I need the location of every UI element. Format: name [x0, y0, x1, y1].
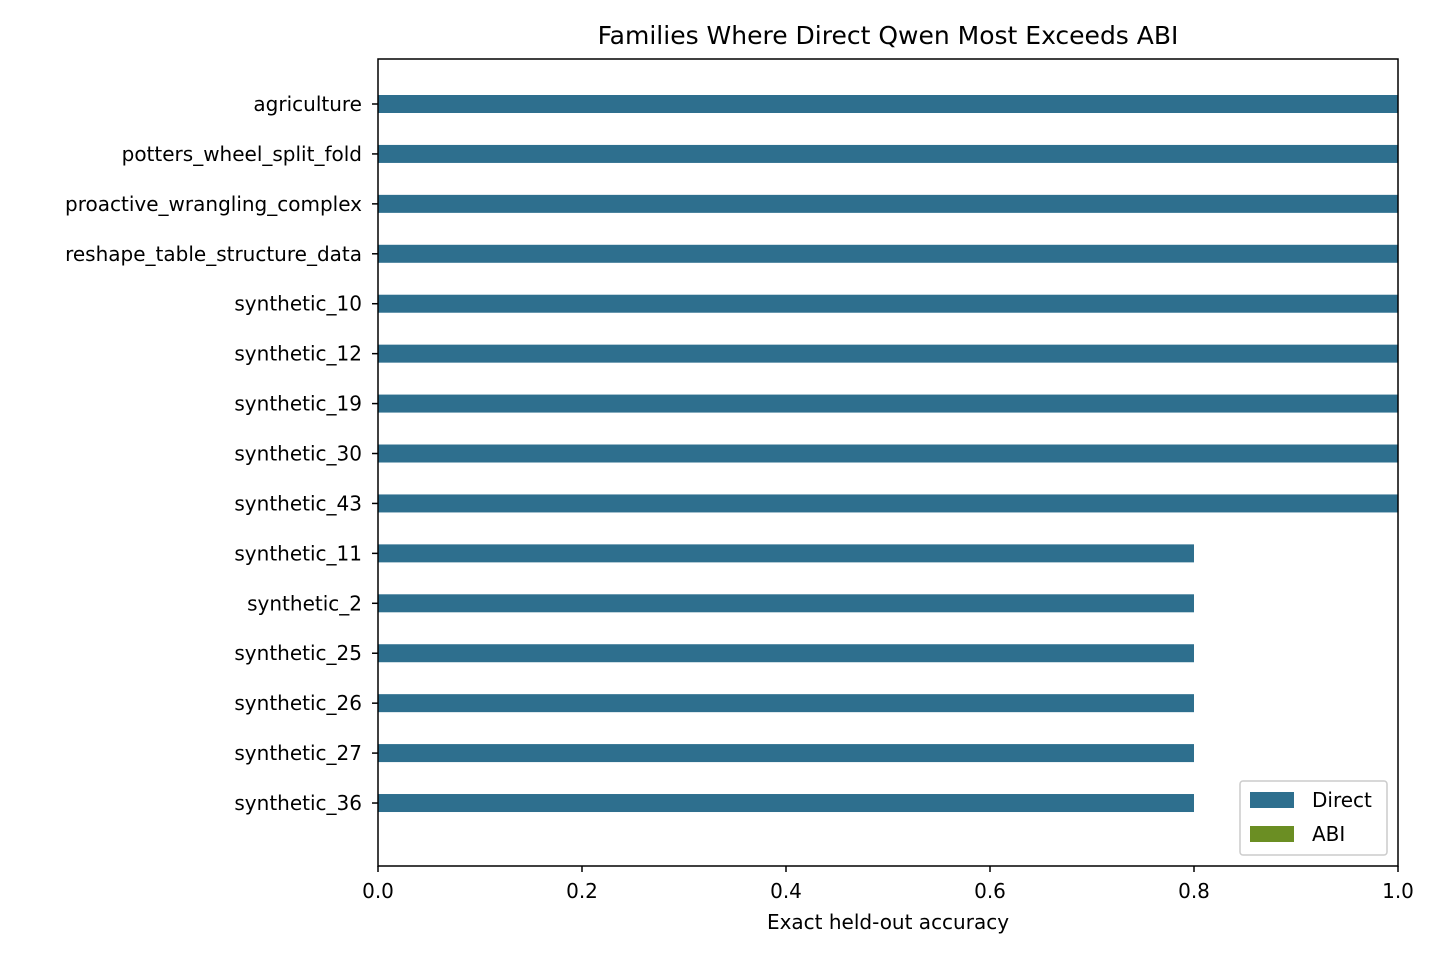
- bar-direct-synthetic_25: [378, 644, 1194, 663]
- legend-swatch-abi: [1250, 826, 1294, 842]
- legend-swatch-direct: [1250, 792, 1294, 808]
- y-tick-label: synthetic_27: [234, 741, 362, 765]
- bar-direct-synthetic_11: [378, 544, 1194, 563]
- y-tick-label: synthetic_12: [234, 342, 362, 366]
- bar-direct-synthetic_12: [378, 344, 1398, 363]
- chart-title: Families Where Direct Qwen Most Exceeds …: [598, 21, 1179, 50]
- bar-direct-reshape_table_structure_data: [378, 244, 1398, 263]
- y-tick-label: agriculture: [253, 92, 362, 116]
- x-tick-label: 0.4: [770, 879, 802, 903]
- bar-direct-synthetic_43: [378, 494, 1398, 513]
- y-tick-label: synthetic_30: [234, 442, 362, 466]
- legend: Direct ABI: [1239, 780, 1388, 856]
- legend-label-direct: Direct: [1312, 788, 1372, 812]
- bar-direct-synthetic_30: [378, 444, 1398, 463]
- y-tick-label: synthetic_10: [234, 292, 362, 316]
- x-axis: 0.0 0.2 0.4 0.6 0.8 1.0: [362, 866, 1414, 903]
- y-tick-label: synthetic_43: [234, 491, 362, 515]
- y-tick-label: synthetic_25: [234, 641, 362, 665]
- bar-direct-potters_wheel_split_fold: [378, 144, 1398, 163]
- x-tick-label: 0.2: [566, 879, 598, 903]
- y-tick-label: synthetic_2: [247, 591, 362, 615]
- x-axis-label: Exact held-out accuracy: [767, 910, 1009, 934]
- y-tick-label: synthetic_19: [234, 392, 362, 416]
- y-tick-label: synthetic_26: [234, 691, 362, 715]
- y-tick-label: synthetic_36: [234, 791, 362, 815]
- x-tick-label: 0.0: [362, 879, 394, 903]
- bar-direct-proactive_wrangling_complex: [378, 194, 1398, 213]
- y-tick-label: proactive_wrangling_complex: [65, 192, 362, 216]
- bar-direct-synthetic_36: [378, 794, 1194, 813]
- bar-direct-agriculture: [378, 95, 1398, 113]
- x-tick-label: 1.0: [1382, 879, 1414, 903]
- x-tick-label: 0.6: [974, 879, 1006, 903]
- bar-direct-synthetic_2: [378, 594, 1194, 613]
- x-tick-label: 0.8: [1178, 879, 1210, 903]
- legend-label-abi: ABI: [1312, 822, 1345, 846]
- y-axis: agriculture potters_wheel_split_foldproac…: [65, 92, 378, 815]
- bars-group: [378, 95, 1398, 813]
- bar-direct-synthetic_27: [378, 744, 1194, 763]
- y-tick-label: potters_wheel_split_fold: [122, 142, 362, 166]
- y-tick-label: synthetic_11: [234, 541, 362, 565]
- bar-direct-synthetic_26: [378, 694, 1194, 713]
- plot-area: [377, 58, 1399, 867]
- y-tick-label: reshape_table_structure_data: [65, 242, 362, 266]
- bar-direct-synthetic_10: [378, 294, 1398, 313]
- plot-border: [377, 58, 1399, 867]
- bar-direct-synthetic_19: [378, 394, 1398, 413]
